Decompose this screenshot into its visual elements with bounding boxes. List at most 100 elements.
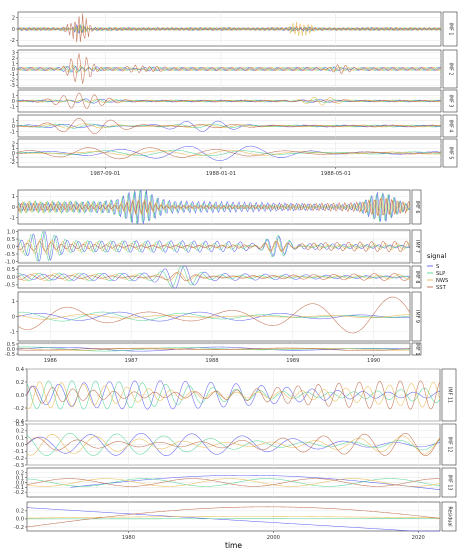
series-line-s: [26, 380, 441, 410]
x-tick-label: 1990: [367, 358, 380, 364]
series-line-sst: [17, 13, 442, 43]
y-tick-label: 0: [12, 124, 15, 130]
facet-strip: [411, 229, 422, 264]
y-tick-label: 0.1: [16, 435, 24, 441]
facet-strip-label: IMF 8: [414, 271, 420, 284]
y-tick-label: -0.2: [14, 456, 24, 462]
y-tick-label: 2: [12, 56, 15, 62]
y-tick-label: 0.0: [16, 517, 24, 523]
y-tick-label: -3: [10, 83, 15, 89]
y-tick-label: 1: [12, 194, 15, 200]
legend-label-sst: SST: [436, 285, 447, 291]
facet-strip: [441, 467, 457, 498]
x-tick-label: 2000: [267, 535, 280, 541]
y-tick-label: 0.2: [16, 471, 24, 477]
y-tick-label: -2: [10, 38, 15, 44]
series-line-sst: [17, 118, 442, 134]
y-tick-label: 0.3: [16, 422, 24, 428]
y-tick-label: 1: [12, 146, 15, 152]
facet-strip: [441, 423, 457, 466]
y-tick-label: 1.0: [7, 229, 15, 235]
panel-imf-1: -2 0 2 IMF 1: [10, 11, 458, 47]
series-line-s: [26, 507, 440, 532]
series-line-slp: [17, 23, 442, 34]
facet-strip: [411, 342, 422, 356]
series-line-sst: [17, 92, 442, 109]
y-tick-label: -0.5: [5, 352, 15, 358]
x-tick-label: 1987: [125, 358, 138, 364]
y-tick-label: -2: [10, 78, 15, 84]
series-line-slp: [26, 380, 441, 410]
series-line-nws: [26, 381, 441, 409]
y-tick-label: -0.4: [14, 419, 25, 425]
x-tick-label: 1987-09-01: [90, 171, 120, 177]
y-tick-label: 0.2: [16, 509, 24, 515]
facet-strip: [442, 11, 458, 47]
facet-strip-label: IMF 5: [448, 147, 454, 160]
series-line-sst: [17, 198, 411, 216]
panel-imf-7: -1.0-0.5 0.00.5 1.0 IMF 7: [5, 229, 422, 265]
legend-label-nws: NWS: [436, 278, 448, 284]
y-tick-label: 0: [12, 151, 15, 157]
panel-imf-8: -0.5 0.0 0.5 IMF 8: [5, 265, 422, 289]
y-tick-label: 0.2: [16, 380, 24, 386]
panel-imf-1: 0.50.0-0.5 IMF 1: [5, 342, 422, 358]
panel-imf-11: -0.4 -0.2 0.0 0.2 0.4 IMF 11: [14, 367, 457, 425]
x-tick-label: 1980: [122, 535, 135, 541]
series-line-slp: [17, 311, 411, 322]
facet-strip: [411, 291, 422, 342]
y-tick-label: -1: [10, 215, 15, 221]
series-line-nws: [26, 516, 441, 519]
y-tick-label: 0.5: [7, 237, 15, 243]
y-tick-label: 1: [12, 299, 15, 305]
y-tick-label: -0.2: [14, 525, 24, 531]
series-line-nws: [17, 271, 411, 282]
legend-label-s: S: [436, 264, 439, 270]
y-tick-label: 0.5: [7, 267, 15, 273]
facet-strip-label: IMF 13: [447, 475, 453, 491]
series-line-nws: [17, 123, 442, 129]
series-line-sst: [26, 506, 441, 528]
x-tick-label: 1986: [44, 358, 57, 364]
y-tick-label: 0.1: [16, 475, 24, 481]
series-line-sst: [17, 240, 411, 253]
y-tick-label: -1.0: [5, 259, 15, 265]
y-tick-label: 1: [12, 61, 15, 67]
series-line-sst: [17, 147, 442, 160]
facet-strip: [442, 89, 458, 113]
series-line-nws: [17, 313, 411, 320]
y-tick-label: 0: [12, 99, 15, 105]
facet-strip-label: IMF 1: [448, 23, 454, 36]
facet-strip-label: IMF 6: [414, 201, 420, 214]
facet-strip-label: IMF 3: [448, 95, 454, 108]
series-line-s: [70, 474, 441, 490]
series-line-nws: [26, 478, 441, 487]
series-line-slp: [17, 230, 411, 262]
x-axis-title: time: [225, 541, 242, 550]
panel-imf-4: -101 IMF 4: [10, 114, 458, 138]
y-tick-label: -1: [10, 129, 15, 135]
series-line-sst: [17, 272, 411, 282]
facet-strip-label: IMF 4: [448, 120, 454, 133]
series-line-sst: [26, 432, 441, 456]
x-tick-label: 1988-01-01: [206, 171, 236, 177]
series-line-slp: [17, 265, 411, 288]
series-line-slp: [17, 149, 442, 157]
y-tick-label: 2: [12, 141, 15, 147]
y-tick-label: -0.2: [14, 406, 24, 412]
y-tick-label: 0: [12, 27, 15, 33]
series-line-sst: [26, 380, 441, 410]
panel-residual: -0.2 0.0 0.2 Residual: [14, 501, 457, 532]
y-tick-label: 0.0: [7, 347, 15, 353]
series-line-nws: [17, 149, 442, 157]
series-line-sst: [26, 478, 441, 487]
y-tick-label: 1: [12, 93, 15, 99]
series-line-sst: [17, 53, 442, 84]
x-tick-label: 1988-05-01: [321, 171, 351, 177]
y-tick-label: 0.0: [16, 480, 24, 486]
